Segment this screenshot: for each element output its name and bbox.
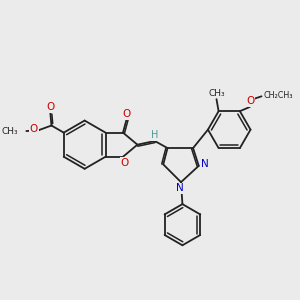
Text: O: O <box>123 109 131 119</box>
Text: CH₃: CH₃ <box>209 88 226 98</box>
Text: O: O <box>120 158 128 168</box>
Text: CH₃: CH₃ <box>2 127 19 136</box>
Text: O: O <box>30 124 38 134</box>
Text: O: O <box>246 96 255 106</box>
Text: N: N <box>176 183 184 193</box>
Text: CH₂CH₃: CH₂CH₃ <box>264 91 293 100</box>
Text: H: H <box>152 130 159 140</box>
Text: O: O <box>46 102 54 112</box>
Text: N: N <box>201 159 208 169</box>
